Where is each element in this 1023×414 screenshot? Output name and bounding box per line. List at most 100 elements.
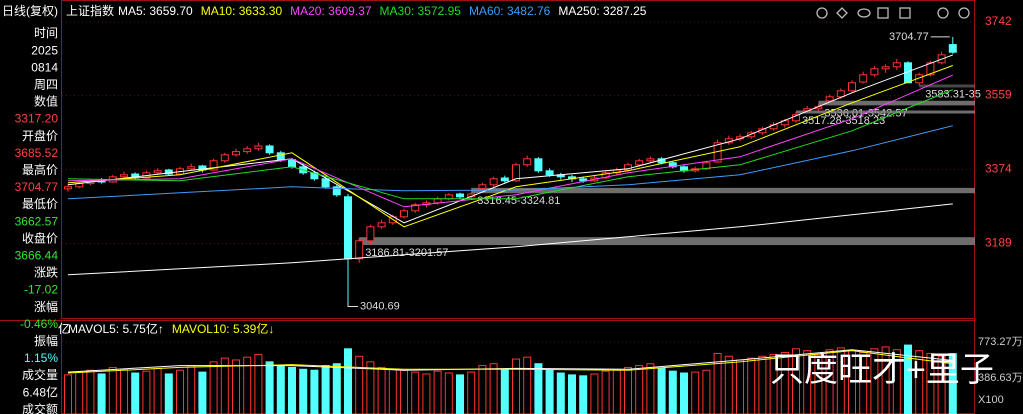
ma-line <box>67 349 953 373</box>
volume-bar <box>523 356 532 414</box>
y-tick-label: 3374 <box>985 161 1012 175</box>
volume-bar <box>624 366 632 414</box>
zoom-in-icon[interactable] <box>937 7 949 19</box>
candle-body <box>232 151 240 156</box>
candle-body <box>220 154 229 162</box>
volume-bar <box>635 365 644 414</box>
volume-bar <box>556 372 565 414</box>
volume-bar <box>86 369 95 414</box>
candle-body <box>926 62 935 76</box>
volume-bar <box>612 369 621 414</box>
volume-bar <box>668 370 677 414</box>
y-tick-label: 3189 <box>985 235 1012 249</box>
gap-band <box>796 110 975 114</box>
candle-body <box>534 158 543 172</box>
volume-bar <box>489 363 498 414</box>
symbol: 上证指数 <box>66 3 114 18</box>
volume-bar <box>75 371 84 414</box>
legend-entry: MAVOL5: 5.75亿↑ <box>68 321 164 336</box>
legend-entry: MA5: 3659.70 <box>118 4 193 18</box>
info-text: 涨幅 <box>34 299 58 314</box>
candle-body <box>825 96 834 102</box>
candle-body <box>601 172 610 179</box>
info-text: 开盘价 <box>22 128 58 143</box>
info-text: 时间 <box>34 26 58 40</box>
volume-bar <box>724 355 733 414</box>
volume-bar <box>836 347 845 414</box>
volume-bar <box>288 366 296 414</box>
volume-bar <box>892 349 901 414</box>
info-text: 最低价 <box>22 197 58 211</box>
volume-bar <box>187 365 196 414</box>
volume-bar <box>657 367 666 414</box>
info-text: 成交量 <box>22 367 58 382</box>
volume-bar <box>344 348 352 414</box>
zoom-out-icon[interactable] <box>958 7 970 19</box>
volume-bar <box>243 356 252 414</box>
volume-bar <box>792 348 800 414</box>
candle-body <box>332 186 341 196</box>
candle-body <box>478 184 487 189</box>
info-text: 3666.44 <box>15 248 59 262</box>
info-text: 数值 <box>34 94 58 109</box>
eye-icon[interactable] <box>857 8 871 18</box>
legend-entry: MA250: 3287.25 <box>558 4 646 18</box>
candle-body <box>747 132 756 138</box>
volume-bar <box>422 373 431 414</box>
gap-band <box>919 84 975 88</box>
volume-bar <box>937 355 946 414</box>
volume-bar <box>332 363 341 414</box>
candle-body <box>187 166 196 170</box>
volume-bar <box>870 348 879 414</box>
volume-bar <box>400 369 408 414</box>
toolbar[interactable] <box>816 7 970 19</box>
candle-body <box>948 44 957 53</box>
candle-body <box>456 193 464 198</box>
candle-body <box>489 178 498 186</box>
y-tick-label: 3742 <box>985 14 1012 28</box>
volume-bar <box>568 374 576 414</box>
candle-body <box>579 178 588 182</box>
y-tick-label: 386.63万 <box>978 372 1023 384</box>
candle-body <box>153 170 162 174</box>
volume-bar <box>321 365 330 414</box>
candle-body <box>792 114 800 122</box>
info-text: 1.15% <box>24 351 58 365</box>
volume-bar <box>601 370 610 414</box>
period: 日线(复权) <box>2 4 58 18</box>
info-text: 涨跌 <box>34 265 58 280</box>
info-text: 0814 <box>31 60 58 74</box>
volume-bar <box>366 361 375 414</box>
legend-entry: MA10: 3633.30 <box>201 4 283 18</box>
candle-body <box>646 158 655 162</box>
volume-bar <box>747 357 756 414</box>
info-text: 周四 <box>34 77 58 91</box>
legend-entry: MAVOL10: 5.39亿↓ <box>172 321 275 336</box>
volume-bar <box>758 355 767 414</box>
candle-body <box>276 152 285 161</box>
info-text: 收盘价 <box>22 230 58 245</box>
candle-body <box>836 90 845 98</box>
ma-line <box>67 65 953 228</box>
price-frame <box>61 0 975 319</box>
candle-body <box>545 170 554 176</box>
volume-bar <box>444 372 453 414</box>
volume-bar <box>512 358 520 414</box>
candle-body <box>366 226 375 242</box>
grid-icon[interactable] <box>899 7 911 19</box>
scale-note: X100 <box>978 394 1004 406</box>
volume-bar <box>680 372 688 414</box>
volume-bar <box>310 369 319 414</box>
candle-body <box>243 148 252 153</box>
settings-icon[interactable] <box>816 7 828 19</box>
volume-bar <box>926 352 935 414</box>
annotation: 3704.77 <box>889 31 929 43</box>
volume-bar <box>108 366 117 414</box>
draw-icon[interactable] <box>836 7 848 19</box>
volume-bar <box>220 357 229 414</box>
candle-body <box>377 222 386 228</box>
annotation-leader <box>347 294 358 308</box>
volume-bar <box>433 370 442 414</box>
info-text: 振幅 <box>34 333 58 348</box>
window-icon[interactable] <box>877 7 889 19</box>
